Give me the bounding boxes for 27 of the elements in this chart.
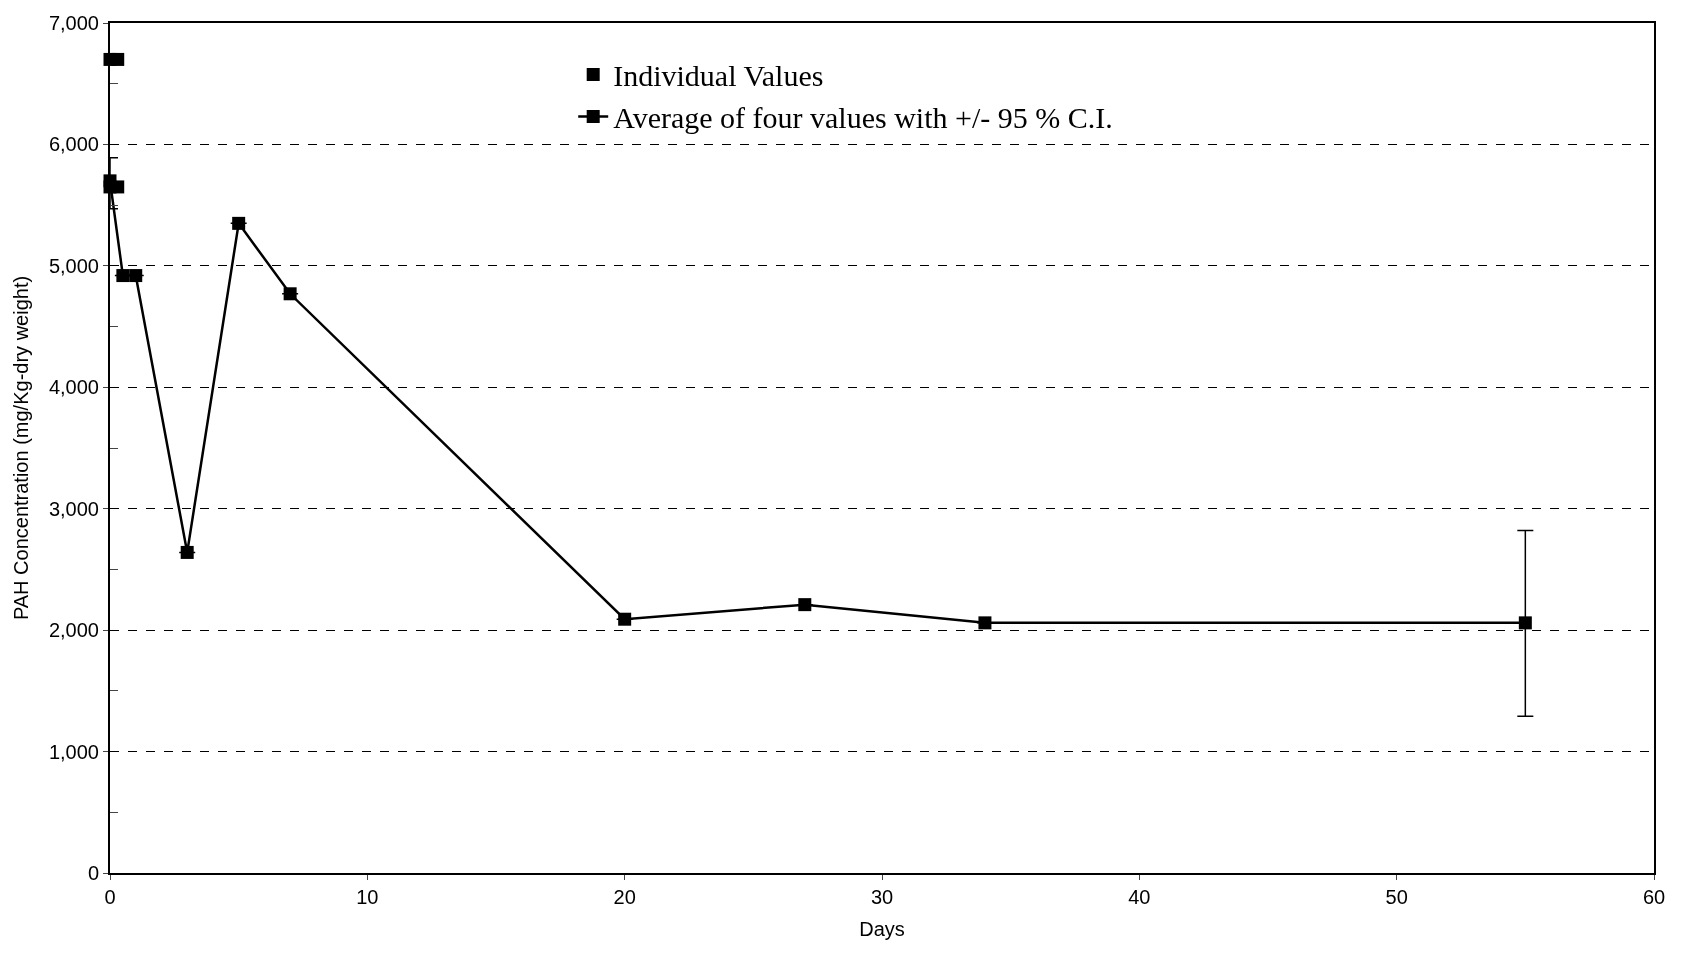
y-tick-label: 0 [87, 862, 99, 884]
point [798, 598, 812, 612]
x-tick-label: 40 [1128, 886, 1151, 908]
point [283, 287, 297, 301]
x-axis-title: Days [859, 918, 905, 940]
point [180, 545, 194, 559]
y-tick-label: 2,000 [48, 619, 99, 642]
point [1518, 616, 1532, 630]
point [618, 612, 632, 626]
x-tick-label: 0 [104, 886, 116, 908]
point [978, 616, 992, 630]
point [232, 216, 246, 230]
y-tick-label: 1,000 [48, 740, 99, 763]
x-tick-label: 20 [613, 886, 636, 908]
y-tick-label: 4,000 [48, 376, 99, 399]
y-axis-title: PAH Concentration (mg/Kg-dry weight) [9, 275, 32, 621]
legend-label: Individual Values [613, 59, 824, 93]
legend-label: Average of four values with +/- 95 % C.I. [613, 101, 1113, 135]
x-tick-label: 50 [1385, 886, 1408, 908]
x-tick-label: 60 [1642, 886, 1666, 908]
y-tick-label: 7,000 [48, 12, 99, 34]
point [111, 52, 125, 66]
y-tick-label: 6,000 [48, 133, 99, 156]
y-tick-label: 3,000 [48, 497, 99, 520]
x-tick-label: 30 [870, 886, 894, 908]
y-tick-label: 5,000 [48, 254, 99, 277]
x-tick-label: 10 [356, 886, 379, 908]
